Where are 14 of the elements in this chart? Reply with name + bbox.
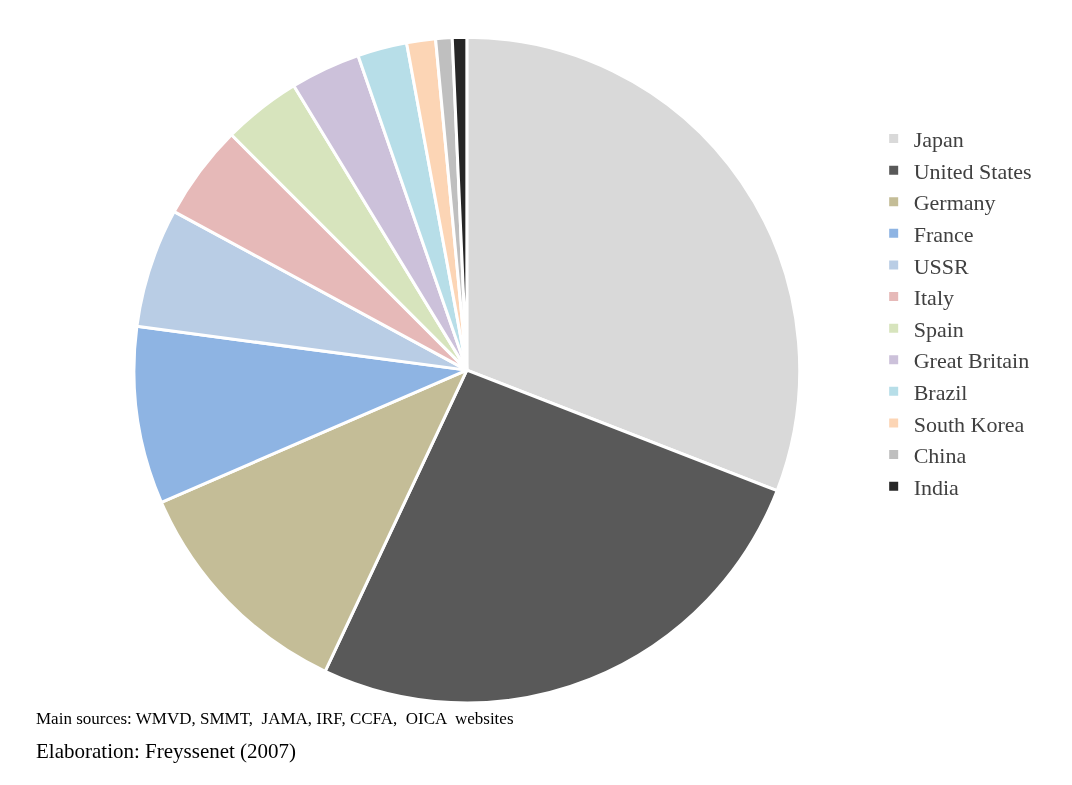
- legend-label: USSR: [913, 253, 970, 279]
- legend-label: India: [913, 474, 960, 500]
- legend-label: Germany: [913, 190, 996, 216]
- legend-label: Spain: [913, 316, 964, 342]
- legend-label: France: [913, 221, 974, 247]
- text: Main sources: WMVD, SMMT, JAMA, IRF, CCFA, OICA websites: [36, 709, 514, 728]
- legend-label: Japan: [913, 127, 964, 153]
- legend-label: United States: [913, 158, 1032, 184]
- legend-label: South Korea: [913, 411, 1025, 437]
- legend-label: Italy: [913, 285, 955, 311]
- legend-label: Great Britain: [913, 348, 1030, 374]
- legend-label: Brazil: [913, 379, 968, 405]
- text: Elaboration: Freyssenet (2007): [36, 739, 297, 763]
- legend-label: China: [913, 443, 967, 469]
